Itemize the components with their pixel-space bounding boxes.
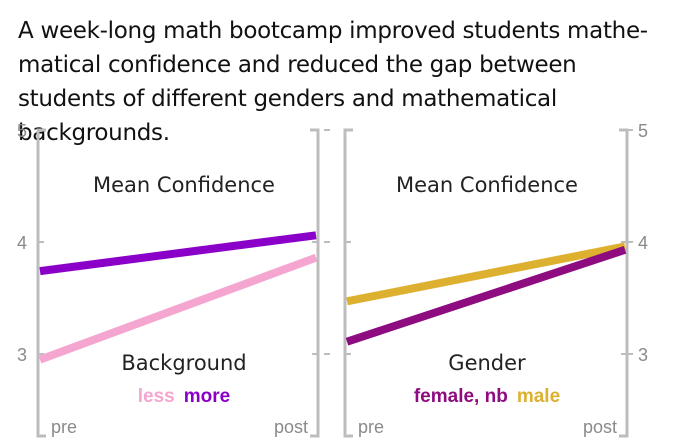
panel-title: Mean Confidence bbox=[396, 173, 578, 197]
gender-right-axis bbox=[619, 128, 629, 438]
legend: female, nb male bbox=[414, 386, 560, 407]
legend-entry: more bbox=[184, 386, 230, 407]
x-tick-label-post: post bbox=[583, 417, 617, 437]
legend-entry: less bbox=[138, 386, 175, 407]
x-tick-label-post: post bbox=[274, 417, 308, 437]
gender-left-axis bbox=[343, 128, 353, 438]
group-label: Gender bbox=[448, 351, 526, 375]
x-tick-label-pre: pre bbox=[51, 417, 77, 437]
background-left-axis bbox=[36, 128, 46, 438]
y-tick-label: 4 bbox=[17, 233, 27, 253]
series-line-female-nb bbox=[345, 246, 627, 346]
legend: less more bbox=[138, 386, 230, 407]
series-line-male bbox=[346, 242, 626, 306]
panel-title: Mean Confidence bbox=[93, 173, 275, 197]
series-line-more bbox=[39, 231, 317, 276]
group-label: Background bbox=[121, 351, 246, 375]
x-tick-label-pre: pre bbox=[358, 417, 384, 437]
chart-headline: A week-long math bootcamp improved stude… bbox=[18, 18, 648, 146]
y-tick-label: 3 bbox=[17, 345, 27, 365]
y-tick-label: 4 bbox=[638, 233, 648, 253]
y-tick-label: 3 bbox=[638, 345, 648, 365]
y-tick-label: 5 bbox=[17, 121, 27, 141]
series-line-less bbox=[38, 253, 318, 364]
legend-entry: male bbox=[517, 386, 560, 407]
background-right-axis bbox=[310, 128, 320, 438]
y-tick-label: 5 bbox=[638, 121, 648, 141]
legend-entry: female, nb bbox=[414, 386, 508, 407]
